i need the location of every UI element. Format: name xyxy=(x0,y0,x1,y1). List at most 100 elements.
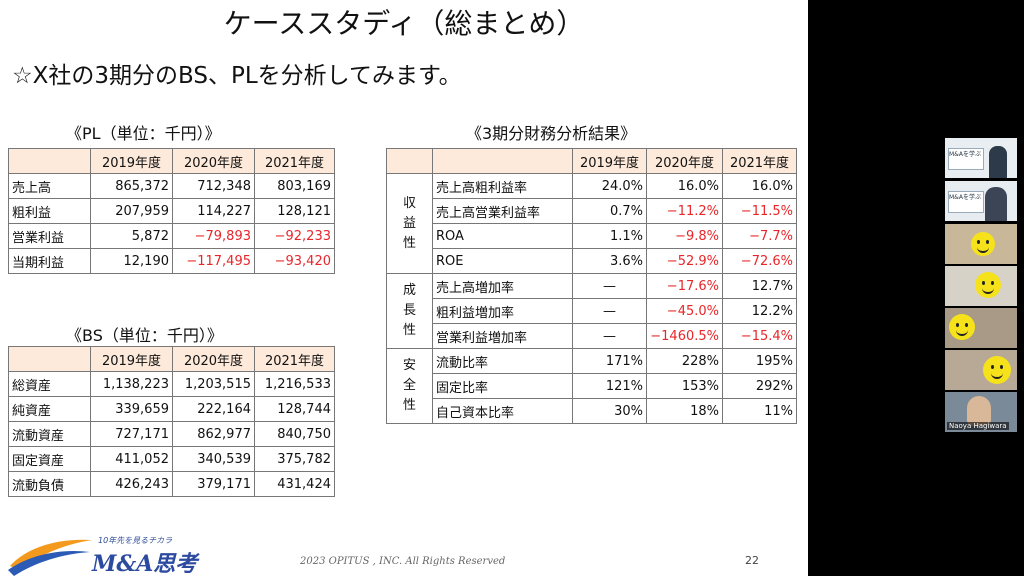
participant-tile[interactable] xyxy=(945,224,1017,264)
page-number: 22 xyxy=(745,554,759,567)
cell-value: 12.2% xyxy=(722,298,797,324)
cell-value: 24.0% xyxy=(572,173,647,199)
brand-logo: 10年先を見るチカラ M&A思考 xyxy=(6,530,226,576)
cell-value: 12,190 xyxy=(90,248,173,274)
bs-header-year: 2020年度 xyxy=(172,346,255,372)
pl-header-year: 2019年度 xyxy=(90,148,173,174)
table-row: 収益性 売上高粗利益率 24.0% 16.0% 16.0% xyxy=(386,173,797,274)
table-row: 営業利益 5,872 −79,893 −92,233 xyxy=(8,223,335,249)
participant-tile[interactable] xyxy=(945,308,1017,348)
cell-value: 121% xyxy=(572,373,647,399)
pl-caption: 《PL（単位：千円）》 xyxy=(66,124,221,143)
cell-value: 862,977 xyxy=(172,421,255,447)
cell-value: 292% xyxy=(722,373,797,399)
table-row: 自己資本比率 30% 18% 11% xyxy=(387,398,797,424)
participant-tile[interactable]: Naoya Hagiwara xyxy=(945,392,1017,432)
row-label: ROA xyxy=(432,223,573,249)
table-row: 成長性 売上高増加率 — −17.6% 12.7% xyxy=(386,273,797,349)
cell-value-negative: −79,893 xyxy=(172,223,255,249)
cell-value: — xyxy=(572,273,647,299)
cell-value: 375,782 xyxy=(254,446,335,472)
analysis-header-blank xyxy=(432,148,573,174)
cell-value: 128,121 xyxy=(254,198,335,224)
smiley-icon xyxy=(975,272,1001,298)
group-label-profitability: 収益性 xyxy=(386,173,433,274)
logo-name: M&A思考 xyxy=(92,551,198,576)
pl-header-year: 2020年度 xyxy=(172,148,255,174)
analysis-header-year: 2019年度 xyxy=(572,148,647,174)
row-label: 営業利益 xyxy=(8,223,91,249)
cell-value: 171% xyxy=(572,348,647,374)
participant-tile[interactable] xyxy=(945,350,1017,390)
row-label: 純資産 xyxy=(8,396,91,422)
cell-value-negative: −11.5% xyxy=(722,198,797,224)
row-label: 売上高粗利益率 xyxy=(432,173,573,199)
cell-value: 153% xyxy=(646,373,723,399)
presentation-slide: ケーススタディ（総まとめ） ☆X社の3期分のBS、PLを分析してみます。 《PL… xyxy=(0,0,808,576)
cell-value-negative: −7.7% xyxy=(722,223,797,249)
bs-caption: 《BS（単位：千円）》 xyxy=(66,326,223,345)
analysis-header-year: 2020年度 xyxy=(646,148,723,174)
table-row: 総資産 1,138,223 1,203,515 1,216,533 xyxy=(8,371,335,397)
row-label: 売上高 xyxy=(8,173,91,199)
table-row: 固定資産 411,052 340,539 375,782 xyxy=(8,446,335,472)
row-label: ROE xyxy=(432,248,573,274)
slide-thumbnail: M&Aを学ぶ xyxy=(948,148,984,170)
analysis-caption: 《3期分財務分析結果》 xyxy=(466,124,637,143)
cell-value: 11% xyxy=(722,398,797,424)
bs-header-year: 2019年度 xyxy=(90,346,173,372)
table-row: 純資産 339,659 222,164 128,744 xyxy=(8,396,335,422)
cell-value: 1.1% xyxy=(572,223,647,249)
cell-value: 128,744 xyxy=(254,396,335,422)
cell-value: 114,227 xyxy=(172,198,255,224)
table-row: 流動負債 426,243 379,171 431,424 xyxy=(8,471,335,497)
analysis-header-year: 2021年度 xyxy=(722,148,797,174)
participant-tile[interactable] xyxy=(945,266,1017,306)
table-row: ROA 1.1% −9.8% −7.7% xyxy=(387,223,797,249)
bs-header-blank xyxy=(8,346,91,372)
row-label: 総資産 xyxy=(8,371,91,397)
cell-value: 712,348 xyxy=(172,173,255,199)
slide-subtitle: ☆X社の3期分のBS、PLを分析してみます。 xyxy=(12,63,462,89)
bs-header-year: 2021年度 xyxy=(254,346,335,372)
pl-header-year: 2021年度 xyxy=(254,148,335,174)
row-label: 売上高営業利益率 xyxy=(432,198,573,224)
cell-value-negative: −117,495 xyxy=(172,248,255,274)
cell-value-negative: −11.2% xyxy=(646,198,723,224)
cell-value-negative: −92,233 xyxy=(254,223,335,249)
logo-swoosh-icon xyxy=(8,539,92,576)
smiley-icon xyxy=(971,232,995,256)
person-figure xyxy=(989,146,1007,178)
participant-tile[interactable]: M&Aを学ぶ xyxy=(945,181,1017,221)
cell-value: 865,372 xyxy=(90,173,173,199)
group-label-growth: 成長性 xyxy=(386,273,433,349)
cell-value: 1,138,223 xyxy=(90,371,173,397)
slide-thumbnail: M&Aを学ぶ xyxy=(948,191,984,213)
row-label: 流動負債 xyxy=(8,471,91,497)
person-figure xyxy=(967,396,991,426)
cell-value: 340,539 xyxy=(172,446,255,472)
participant-name: Naoya Hagiwara xyxy=(947,422,1009,430)
table-row: 売上高 865,372 712,348 803,169 xyxy=(8,173,335,199)
cell-value: 207,959 xyxy=(90,198,173,224)
cell-value: 339,659 xyxy=(90,396,173,422)
cell-value: 426,243 xyxy=(90,471,173,497)
cell-value: 228% xyxy=(646,348,723,374)
smiley-icon xyxy=(983,356,1011,384)
cell-value-negative: −52.9% xyxy=(646,248,723,274)
row-label: 固定比率 xyxy=(432,373,573,399)
table-row: 粗利益 207,959 114,227 128,121 xyxy=(8,198,335,224)
cell-value: 1,216,533 xyxy=(254,371,335,397)
cell-value: 195% xyxy=(722,348,797,374)
cell-value-negative: −9.8% xyxy=(646,223,723,249)
cell-value: 18% xyxy=(646,398,723,424)
row-label: 営業利益増加率 xyxy=(432,323,573,349)
cell-value: 727,171 xyxy=(90,421,173,447)
pl-table: 2019年度 2020年度 2021年度 売上高 865,372 712,348… xyxy=(8,148,335,274)
cell-value: 431,424 xyxy=(254,471,335,497)
table-row: 固定比率 121% 153% 292% xyxy=(387,373,797,399)
row-label: 流動比率 xyxy=(432,348,573,374)
cell-value: 16.0% xyxy=(646,173,723,199)
participant-tile[interactable]: M&Aを学ぶ xyxy=(945,138,1017,178)
cell-value: 16.0% xyxy=(722,173,797,199)
